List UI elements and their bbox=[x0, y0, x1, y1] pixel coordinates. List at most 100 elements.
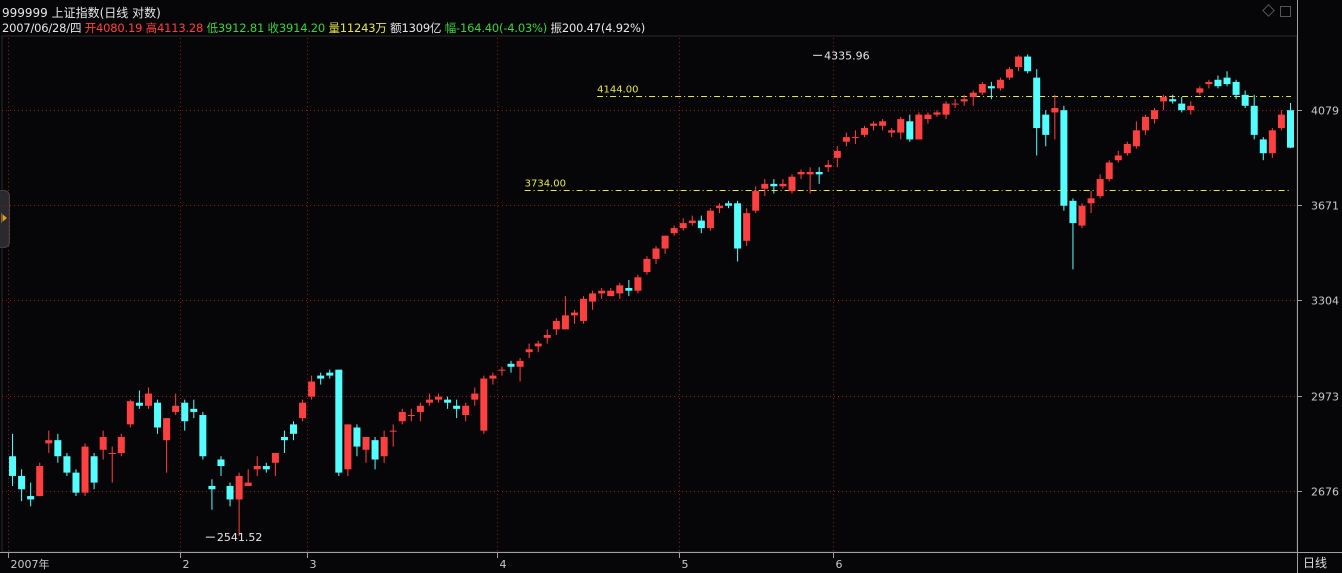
candle-body bbox=[90, 456, 98, 483]
candle bbox=[425, 393, 433, 406]
candle bbox=[54, 433, 62, 463]
candle bbox=[978, 81, 986, 95]
candle bbox=[924, 112, 932, 124]
candle-body bbox=[172, 405, 180, 412]
candle bbox=[516, 357, 524, 382]
candle-body bbox=[933, 112, 941, 115]
candle bbox=[507, 360, 515, 373]
candle-body bbox=[1160, 97, 1168, 102]
candle bbox=[906, 114, 914, 142]
candle bbox=[99, 430, 107, 460]
candle-body bbox=[1132, 130, 1140, 147]
candle-body bbox=[453, 405, 461, 409]
candle bbox=[362, 436, 370, 463]
candle-body bbox=[860, 128, 868, 135]
candle-body bbox=[561, 315, 569, 330]
candle bbox=[1268, 128, 1276, 158]
candle-body bbox=[163, 418, 171, 441]
candle bbox=[833, 146, 841, 168]
candle-body bbox=[1078, 205, 1086, 226]
candle-body bbox=[1015, 56, 1023, 68]
candle bbox=[661, 235, 669, 254]
candle bbox=[480, 375, 488, 434]
candle bbox=[752, 186, 760, 214]
info-high-label: 高 bbox=[145, 21, 158, 35]
candle bbox=[498, 366, 506, 376]
candle-body bbox=[797, 171, 805, 175]
side-panel-toggle[interactable] bbox=[0, 190, 10, 248]
candle bbox=[389, 424, 397, 447]
candle-body bbox=[598, 290, 606, 294]
candle-body bbox=[670, 228, 678, 234]
candle bbox=[697, 215, 705, 234]
candle-body bbox=[1268, 130, 1276, 154]
candle bbox=[1151, 107, 1159, 124]
candle-body bbox=[806, 171, 814, 175]
candle bbox=[1241, 90, 1249, 108]
candle-body bbox=[289, 424, 297, 434]
candle-body bbox=[144, 393, 152, 406]
candle bbox=[108, 446, 116, 483]
candle-body bbox=[743, 213, 751, 241]
candle bbox=[1024, 54, 1032, 74]
candle bbox=[715, 203, 723, 214]
plot-area bbox=[1, 35, 1298, 553]
candle bbox=[90, 453, 98, 490]
candle-body bbox=[652, 248, 660, 259]
candle-body bbox=[679, 223, 687, 229]
candle-body bbox=[108, 453, 116, 455]
candle-body bbox=[1024, 56, 1032, 72]
candle bbox=[1033, 69, 1041, 156]
candle-body bbox=[1033, 77, 1041, 129]
candle-body bbox=[45, 440, 53, 444]
candle-body bbox=[643, 258, 651, 273]
candle-body bbox=[435, 396, 443, 400]
candle-body bbox=[879, 121, 887, 126]
candle-body bbox=[978, 84, 986, 93]
candle bbox=[154, 399, 162, 434]
candle-body bbox=[616, 285, 624, 294]
candle bbox=[824, 160, 832, 172]
chart-title: 999999 上证指数(日线 对数) bbox=[2, 6, 161, 20]
candle-body bbox=[18, 475, 26, 490]
restore-window-icon[interactable] bbox=[1280, 6, 1291, 17]
candle bbox=[879, 119, 887, 131]
candle-body bbox=[462, 405, 470, 416]
candle bbox=[1178, 97, 1186, 113]
candle bbox=[580, 296, 588, 324]
candle bbox=[670, 225, 678, 236]
candle-body bbox=[1259, 139, 1267, 154]
candle bbox=[598, 288, 606, 299]
candle bbox=[625, 279, 633, 297]
candle-body bbox=[987, 86, 995, 89]
period-label[interactable]: 日线 bbox=[1303, 556, 1328, 570]
info-amount: 1309亿 bbox=[401, 21, 442, 35]
candle bbox=[253, 456, 261, 476]
candle bbox=[172, 393, 180, 416]
candle bbox=[1277, 110, 1285, 131]
candle-body bbox=[9, 456, 17, 476]
x-tick-label: 2 bbox=[183, 558, 190, 571]
candle bbox=[743, 208, 751, 246]
candle bbox=[897, 116, 905, 140]
candle bbox=[398, 408, 406, 425]
high-annotation: 4335.96 bbox=[813, 49, 870, 62]
candle bbox=[489, 372, 497, 385]
candle-body bbox=[253, 466, 261, 470]
candle-body bbox=[262, 466, 270, 470]
candle-body bbox=[489, 375, 497, 379]
candle-body bbox=[1241, 94, 1249, 106]
info-close: 3914.20 bbox=[278, 21, 326, 35]
candle-body bbox=[761, 183, 769, 189]
candle bbox=[371, 436, 379, 470]
candle-body bbox=[1196, 88, 1204, 93]
candle bbox=[1259, 137, 1267, 161]
candle bbox=[262, 462, 270, 473]
candle-body bbox=[1051, 107, 1059, 113]
candle-body bbox=[915, 114, 923, 140]
candle-body bbox=[99, 436, 107, 450]
candle-body bbox=[244, 482, 252, 486]
candle-body bbox=[72, 472, 80, 493]
info-volume-label: 量 bbox=[328, 21, 340, 35]
